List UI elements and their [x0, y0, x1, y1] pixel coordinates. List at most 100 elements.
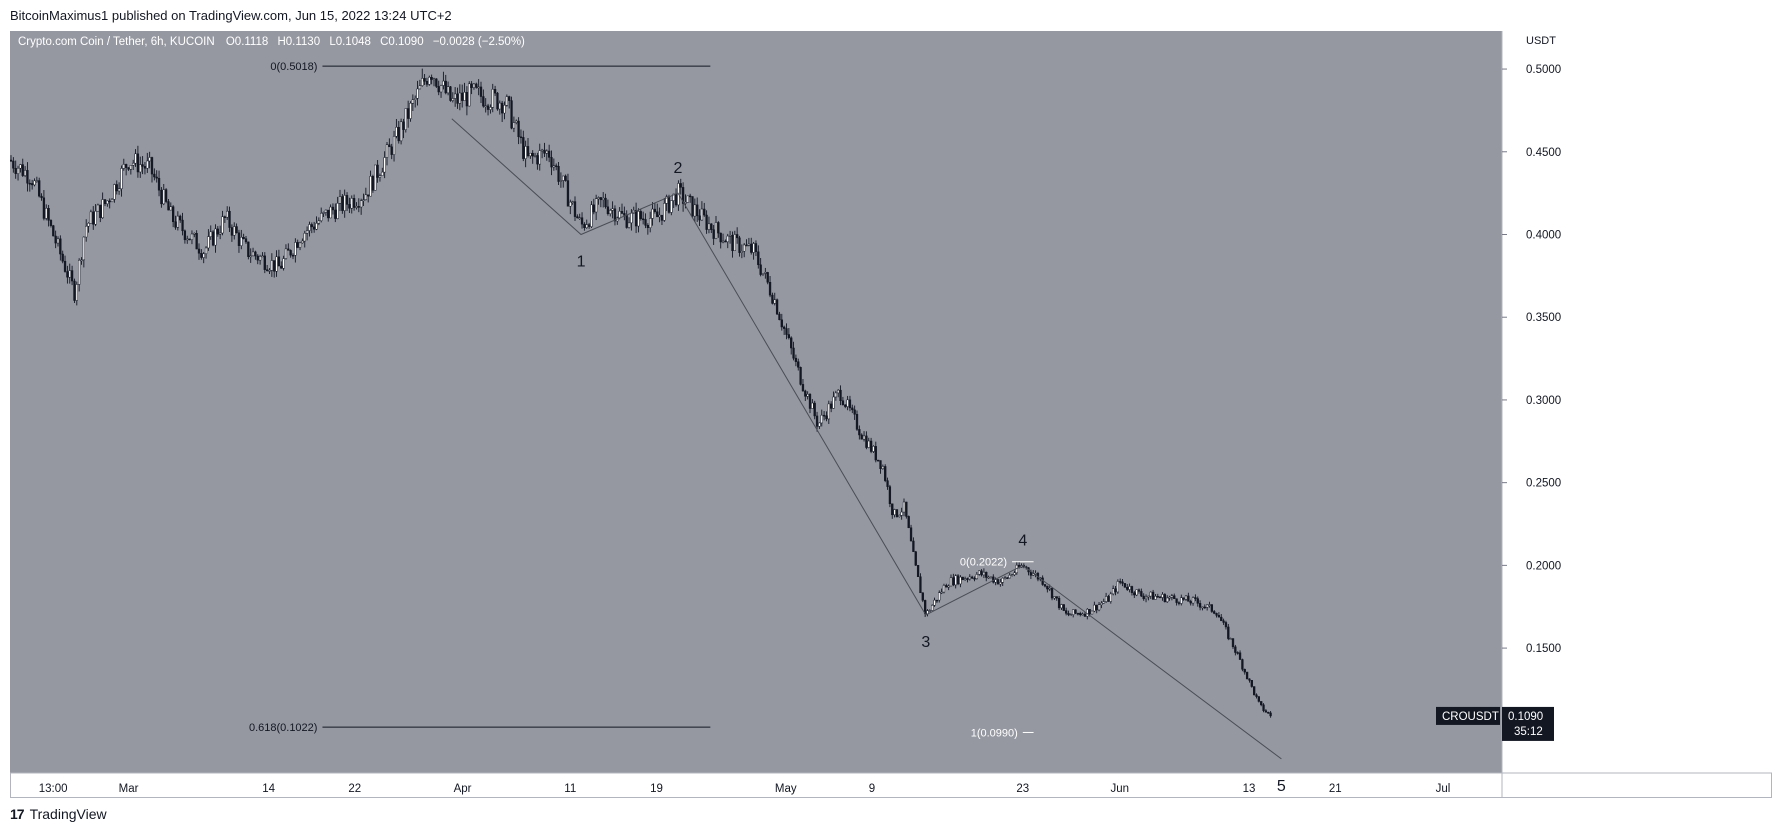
- candle-body: [352, 198, 356, 208]
- candle-body: [313, 226, 316, 230]
- candle-body: [545, 150, 548, 154]
- open-label: O: [226, 36, 235, 48]
- candle-body: [470, 83, 473, 88]
- price-tick-label: 0.5000: [1526, 64, 1561, 76]
- candle-body: [879, 460, 882, 469]
- candle-body: [966, 578, 969, 580]
- candle-body: [56, 238, 60, 244]
- candle-body: [1170, 595, 1174, 598]
- candle-body: [167, 201, 170, 211]
- candle-body: [390, 146, 393, 155]
- candle-body: [146, 160, 149, 169]
- candle-body: [813, 402, 816, 417]
- candle-body: [251, 251, 255, 257]
- candle-body: [1269, 712, 1272, 717]
- candle-body: [865, 435, 868, 448]
- candle-body: [223, 216, 226, 218]
- candle-body: [385, 144, 389, 158]
- candle-body: [726, 235, 729, 243]
- candle-body: [689, 195, 692, 198]
- candle-body: [745, 244, 748, 247]
- candle-body: [273, 260, 276, 272]
- candle-body: [357, 206, 360, 208]
- candle-body: [277, 256, 281, 267]
- candle-body: [28, 182, 31, 185]
- candle-body: [620, 211, 624, 214]
- candle-body: [324, 209, 328, 213]
- candle-body: [19, 164, 22, 169]
- candle-body: [1260, 701, 1263, 706]
- candle-body: [1010, 574, 1014, 577]
- candle-body: [350, 198, 353, 209]
- plot-area[interactable]: [10, 31, 1502, 773]
- candle-body: [698, 215, 701, 221]
- candle-body: [1062, 604, 1065, 611]
- candle-body: [21, 164, 24, 176]
- candle-body: [1236, 652, 1239, 654]
- price-chart[interactable]: 0(0.5018) 0.618(0.1022) 0(0.2022) 1(0.0990)…: [10, 31, 1772, 798]
- candle-body: [132, 162, 135, 166]
- candle-body: [1243, 669, 1246, 673]
- candle-body: [665, 196, 668, 204]
- candle-body: [409, 102, 412, 119]
- candle-body: [141, 164, 144, 167]
- candle-body: [954, 575, 957, 586]
- candle-body: [477, 86, 480, 89]
- low-label: L: [329, 36, 336, 48]
- candle-body: [1187, 595, 1190, 602]
- candle-body: [1217, 615, 1221, 618]
- footer-brand: TradingView: [29, 806, 107, 822]
- candle-body: [228, 210, 231, 228]
- candle-body: [388, 144, 391, 148]
- candle-body: [543, 149, 546, 154]
- candle-body: [1156, 596, 1159, 598]
- candle-body: [1238, 652, 1242, 660]
- candle-body: [202, 253, 205, 258]
- candle-body: [642, 218, 645, 221]
- candle-body: [644, 219, 647, 226]
- candle-body: [1222, 620, 1225, 623]
- candle-body: [618, 211, 621, 219]
- candle-body: [449, 86, 452, 101]
- candle-body: [150, 157, 154, 175]
- candle-body: [1231, 638, 1235, 648]
- candle-body: [902, 501, 906, 513]
- candle-body: [712, 229, 715, 239]
- candle-body: [294, 242, 297, 256]
- candle-body: [1006, 577, 1009, 579]
- candle-body: [639, 211, 642, 220]
- candle-body: [815, 415, 819, 427]
- candle-body: [707, 223, 711, 230]
- candle-body: [919, 576, 922, 594]
- candle-body: [1142, 595, 1145, 600]
- candle-body: [571, 201, 574, 203]
- candle-body: [456, 93, 459, 104]
- candle-body: [952, 577, 955, 586]
- candle-body: [407, 108, 410, 119]
- candle-body: [162, 189, 165, 205]
- candle-body: [16, 167, 20, 174]
- candle-body: [771, 294, 774, 304]
- candle-body: [1245, 671, 1249, 680]
- fib-label: 1(0.0990): [971, 727, 1018, 739]
- price-tag-bg: [1502, 706, 1554, 741]
- price-axis-area[interactable]: [1502, 31, 1772, 773]
- candle-body: [31, 183, 34, 186]
- candle-body: [160, 189, 163, 205]
- candle-body: [512, 122, 516, 129]
- candle-body: [1102, 601, 1105, 604]
- candle-body: [437, 86, 440, 93]
- candle-body: [108, 200, 111, 203]
- candle-body: [106, 200, 109, 205]
- candle-body: [691, 196, 694, 217]
- candle-body: [1123, 583, 1127, 588]
- candle-body: [775, 299, 779, 315]
- candle-body: [463, 92, 466, 101]
- candle-body: [1048, 587, 1051, 590]
- candle-body: [1147, 595, 1150, 598]
- candle-body: [491, 88, 494, 108]
- fib-label: 0(0.2022): [960, 557, 1007, 569]
- candle-body: [595, 198, 598, 213]
- candle-body: [214, 228, 217, 246]
- candle-body: [298, 242, 302, 248]
